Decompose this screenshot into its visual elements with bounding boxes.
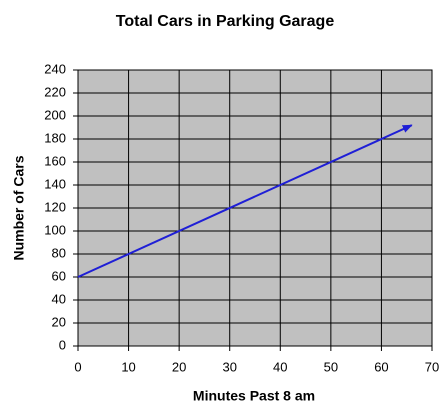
y-tick-label: 0: [59, 337, 66, 352]
y-tick-label: 160: [44, 153, 66, 168]
y-tick-label: 240: [44, 61, 66, 76]
y-axis-label: Number of Cars: [11, 155, 27, 260]
y-tick-label: 80: [52, 245, 66, 260]
x-tick-label: 0: [74, 359, 81, 374]
x-axis-label: Minutes Past 8 am: [193, 388, 315, 404]
y-tick-label: 200: [44, 107, 66, 122]
x-tick-label: 20: [172, 359, 186, 374]
y-tick-label: 140: [44, 176, 66, 191]
x-tick-label: 40: [273, 359, 287, 374]
chart-title: Total Cars in Parking Garage: [116, 13, 335, 30]
y-tick-label: 40: [52, 291, 66, 306]
x-tick-label: 10: [121, 359, 135, 374]
y-tick-label: 100: [44, 222, 66, 237]
y-tick-label: 120: [44, 199, 66, 214]
x-tick-label: 70: [425, 359, 439, 374]
x-tick-label: 50: [324, 359, 338, 374]
x-tick-label: 60: [374, 359, 388, 374]
y-tick-label: 220: [44, 84, 66, 99]
y-tick-label: 60: [52, 268, 66, 283]
y-tick-label: 20: [52, 314, 66, 329]
x-tick-label: 30: [222, 359, 236, 374]
data-line: [77, 124, 413, 278]
y-tick-label: 180: [44, 130, 66, 145]
